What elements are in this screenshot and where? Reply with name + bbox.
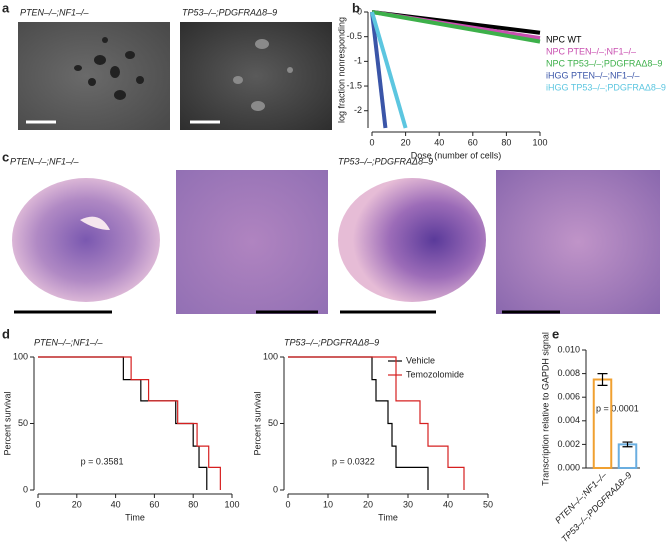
survival-curve: [38, 356, 221, 490]
image-label: PTEN–/–;NF1–/–: [10, 156, 80, 166]
y-axis-label: Transcription relative to GAPDH signal: [540, 332, 550, 486]
y-axis-label: log fraction nonresponding: [336, 17, 346, 123]
histology: [496, 170, 660, 314]
x-tick-label: 60: [468, 137, 478, 147]
image-label: PTEN–/–;NF1–/–: [20, 7, 90, 17]
panel-a: PTEN–/–;NF1–/– TP53–/–;PDGFRAΔ8–9: [18, 7, 332, 130]
y-tick-label: 0.010: [557, 344, 580, 354]
y-tick-label: 50: [18, 418, 28, 428]
x-tick-label: 100: [532, 137, 547, 147]
survival-curve: [38, 356, 208, 490]
y-tick-label: -2: [354, 105, 362, 115]
x-tick-label: 40: [111, 499, 121, 509]
legend-entry: NPC PTEN–/–;NF1–/–: [546, 46, 636, 56]
x-tick-label: 50: [483, 499, 493, 509]
annotation: p = 0.3581: [81, 456, 124, 466]
x-tick-label: 100: [224, 499, 239, 509]
legend-entry: Vehicle: [406, 355, 435, 365]
panel-labels: a b c d e: [2, 0, 559, 341]
chart-title: TP53–/–;PDGFRAΔ8–9: [284, 337, 379, 347]
colonies: [233, 39, 293, 111]
y-tick-label: 0.000: [557, 462, 580, 472]
y-tick-label: 0.002: [557, 439, 580, 449]
x-tick-label: 60: [149, 499, 159, 509]
x-tick-label: 0: [369, 137, 374, 147]
histology: [176, 170, 328, 314]
micrograph: [180, 22, 332, 130]
legend-entry: NPC WT: [546, 34, 582, 44]
colonies: [74, 37, 144, 100]
x-tick-label: 0: [285, 499, 290, 509]
panel-label: d: [2, 326, 10, 341]
y-axis-label: Percent survival: [252, 391, 262, 455]
y-tick-label: -0.5: [346, 31, 362, 41]
series-line: [370, 11, 388, 129]
x-tick-label: 40: [434, 137, 444, 147]
bar: [617, 443, 638, 469]
y-tick-label: 0: [23, 484, 28, 494]
legend-entry: iHGG TP53–/–;PDGFRAΔ8–9: [546, 82, 666, 92]
error-bar: [622, 441, 633, 448]
x-tick-label: 20: [72, 499, 82, 509]
annotation: p = 0.0322: [332, 456, 375, 466]
bar: [592, 378, 613, 469]
y-axis-label: Percent survival: [2, 391, 12, 455]
x-tick-label: 20: [363, 499, 373, 509]
brain-section: [12, 178, 160, 302]
y-tick-label: 100: [263, 351, 278, 361]
y-tick-label: 0: [273, 484, 278, 494]
brain-section: [338, 178, 486, 302]
survival-curve: [288, 356, 465, 490]
survival-curve: [288, 356, 429, 490]
y-tick-label: 0: [357, 6, 362, 16]
x-tick-label: 0: [35, 499, 40, 509]
x-tick-label: 10: [323, 499, 333, 509]
image-label: TP53–/–;PDGFRAΔ8–9: [338, 156, 433, 166]
y-tick-label: 0.008: [557, 368, 580, 378]
legend-entry: Temozolomide: [406, 369, 464, 379]
y-tick-label: -1: [354, 56, 362, 66]
x-tick-label: 80: [501, 137, 511, 147]
ventricle: [80, 216, 110, 230]
series-line: [370, 11, 408, 129]
series-line: [371, 10, 541, 44]
x-axis-label: Time: [378, 512, 398, 522]
panel-label: a: [2, 0, 10, 15]
image-label: TP53–/–;PDGFRAΔ8–9: [182, 7, 277, 17]
y-tick-label: 100: [13, 351, 28, 361]
legend-entry: iHGG PTEN–/–;NF1–/–: [546, 70, 640, 80]
x-tick-label: 40: [443, 499, 453, 509]
legend-entry: NPC TP53–/–;PDGFRAΔ8–9: [546, 58, 662, 68]
x-tick-label: 80: [188, 499, 198, 509]
x-tick-label: 30: [403, 499, 413, 509]
y-tick-label: 0.006: [557, 392, 580, 402]
micrograph: [18, 22, 170, 130]
chart-title: PTEN–/–;NF1–/–: [34, 337, 104, 347]
y-tick-label: 0.004: [557, 415, 580, 425]
panel-label: c: [2, 149, 9, 164]
x-axis-label: Time: [125, 512, 145, 522]
panel-label: b: [352, 0, 360, 15]
y-tick-label: -1.5: [346, 80, 362, 90]
panel-label: e: [552, 326, 559, 341]
error-bar: [597, 373, 608, 386]
y-tick-label: 50: [268, 418, 278, 428]
panel-c: PTEN–/–;NF1–/– TP53–/–;PDGFRAΔ8–9: [10, 156, 660, 314]
x-tick-label: 20: [401, 137, 411, 147]
annotation: p = 0.0001: [596, 403, 639, 413]
x-axis-label: Dose (number of cells): [411, 150, 502, 160]
